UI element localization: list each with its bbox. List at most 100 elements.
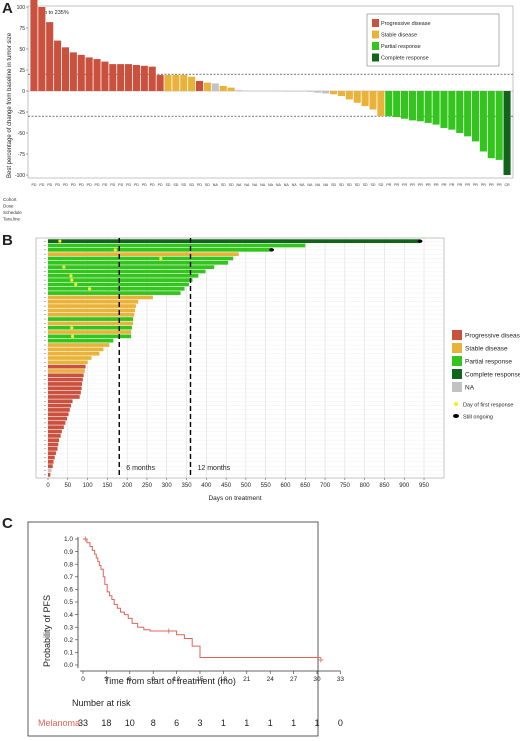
panel-a-bar [385, 91, 393, 117]
panel-a-bar-response-code: SD [355, 183, 360, 187]
panel-a-bar-response-code: PR [465, 183, 470, 187]
panel-b-x-tick-label: 800 [360, 483, 371, 489]
panel-a-bar-response-code: PD [63, 183, 68, 187]
panel-b-x-tick-label: 300 [162, 483, 173, 489]
panel-b-bar [48, 434, 61, 438]
panel-b-bar [48, 351, 100, 356]
panel-b-ongoing-marker [417, 239, 423, 243]
risk-table-count: 10 [125, 718, 135, 728]
panel-a-bar-response-code: PD [134, 183, 139, 187]
panel-b-bar [48, 360, 88, 365]
panel-a-bar [101, 61, 109, 91]
panel-b-reference-label: 6 months [126, 465, 155, 472]
panel-a-bar [503, 91, 511, 175]
panel-b-legend-marker-label: Day of first response [463, 403, 513, 409]
panel-b-first-response-marker [159, 256, 163, 261]
panel-b-bar [48, 369, 85, 373]
panel-a-bar-response-code: PD [55, 183, 60, 187]
panel-a-bar-response-code: NA [276, 183, 282, 187]
panel-c-x-tick-label: 24 [267, 676, 275, 683]
panel-a-bar-response-code: PD [79, 183, 84, 187]
panel-b-bar [48, 412, 69, 417]
panel-b-bar [48, 286, 185, 291]
panel-c-x-tick-label: 18 [220, 676, 228, 683]
panel-b-x-tick-label: 750 [340, 483, 351, 489]
panel-a-bar-response-code: SD [181, 183, 186, 187]
panel-a-legend-swatch [372, 53, 379, 62]
panel-a-bar-response-code: PR [426, 183, 431, 187]
panel-a-legend-swatch [372, 19, 379, 27]
panel-a-bar [330, 91, 338, 95]
panel-b-legend-label: Progressive disease [465, 333, 520, 340]
panel-a-bar [219, 85, 227, 91]
panel-a-bar-response-code: PD [197, 183, 202, 187]
panel-a-y-tick-label: -50 [18, 131, 25, 137]
panel-b-first-response-marker [62, 265, 66, 269]
panel-c-x-tick-label: 33 [337, 676, 345, 683]
panel-a-bar-response-code: NA [260, 183, 266, 187]
panel-b-x-tick-label: 900 [399, 483, 410, 489]
panel-a-annotation: Up to 235% [40, 10, 69, 16]
panel-a-bar [408, 91, 416, 121]
panel-b-bar [48, 252, 239, 257]
panel-c-y-axis-label: Probability of PFS [42, 595, 52, 667]
panel-a-bar-response-code: PR [497, 183, 502, 187]
panel-b-bar [48, 356, 92, 360]
panel-a-bar-response-code: PR [441, 183, 446, 187]
risk-table-count: 1 [291, 718, 296, 728]
risk-table-count: 1 [268, 718, 273, 728]
risk-table-count: 33 [78, 718, 88, 728]
panel-a-bar [243, 90, 251, 92]
panel-a-bar [132, 64, 140, 91]
panel-a-bar [448, 91, 456, 130]
panel-b-bar [48, 278, 193, 282]
panel-a-bar [361, 91, 369, 107]
panel-a-bar [93, 59, 101, 91]
panel-a-bar [46, 22, 54, 91]
panel-b-bar [48, 390, 81, 395]
panel-b-bar [48, 468, 52, 473]
panel-a-bar [306, 91, 314, 92]
risk-table-row-label: Melanoma [38, 718, 80, 728]
panel-b-legend-label: Complete response [465, 372, 520, 379]
panel-b-reference-label: 12 months [197, 465, 230, 472]
panel-b-legend-ongoing-marker [453, 414, 459, 418]
panel-a-plot-frame [27, 5, 514, 179]
panel-a-bar [322, 91, 330, 94]
panel-b-x-tick-label: 850 [379, 483, 390, 489]
panel-a-bar-response-code: PD [47, 183, 52, 187]
panel-c-frame [27, 521, 319, 737]
panel-a-bar [211, 83, 219, 91]
panel-a-bar [345, 91, 353, 100]
panel-a-bar [464, 91, 472, 137]
panel-a-bar-response-code: SD [205, 183, 210, 187]
panel-c-x-tick-label: 15 [196, 676, 204, 683]
panel-a-bar [188, 76, 196, 91]
panel-a-legend-label: Partial response [381, 44, 421, 50]
panel-b-bar [48, 459, 54, 464]
panel-a-bar [479, 91, 487, 152]
panel-c-y-tick-label: 0.7 [64, 574, 73, 581]
panel-a-bar-response-code: NA [300, 183, 306, 187]
risk-table-count: 6 [174, 718, 179, 728]
panel-b-x-tick-label: 400 [201, 483, 212, 489]
panel-b-bar [48, 377, 83, 382]
panel-a-bar-response-code: PD [39, 183, 44, 187]
panel-b-bar [48, 321, 134, 326]
panel-b-bar [48, 416, 67, 421]
panel-a-bar-response-code: PD [150, 183, 155, 187]
panel-b-bar [48, 282, 189, 287]
panel-b-bar [48, 455, 55, 460]
risk-table-count: 0 [338, 718, 343, 728]
panel-a-bar-response-code: CR [504, 183, 510, 187]
panel-b-x-tick-label: 450 [221, 483, 232, 489]
risk-table-count: 1 [314, 718, 319, 728]
panel-c-y-tick-label: 0.2 [64, 637, 73, 644]
panel-b-bar [48, 338, 114, 343]
panel-b-x-tick-label: 50 [64, 483, 71, 489]
panel-a-bar [377, 91, 385, 117]
panel-a-y-tick-label: -25 [18, 110, 25, 116]
panel-a-bar-response-code: PR [449, 183, 454, 187]
panel-a-waterfall-chart: Best percentage of change from baseline … [3, 0, 514, 222]
panel-b-bar [48, 299, 139, 304]
